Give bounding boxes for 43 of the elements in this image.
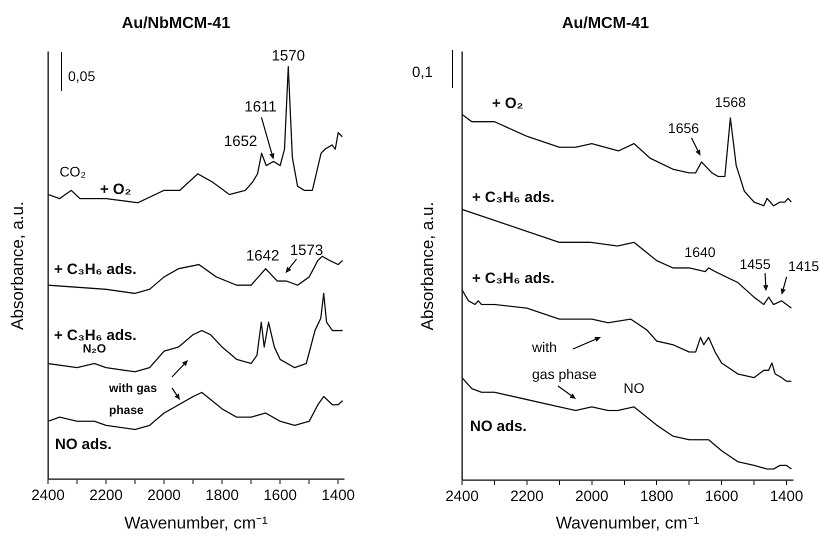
annotation: 1455 — [739, 256, 771, 272]
x-tick-label: 1800 — [640, 488, 674, 506]
annotation: 1652 — [224, 133, 258, 150]
x-tick-label: 2000 — [575, 488, 608, 506]
annotation: CO₂ — [59, 163, 86, 180]
x-tick-label: 1600 — [263, 487, 297, 504]
annotation: 1640 — [684, 244, 716, 260]
series-label: + O₂ — [100, 181, 132, 198]
y-axis-title: Absorbance, a.u. — [418, 202, 437, 330]
x-tick-label: 1600 — [704, 488, 738, 506]
annotation: 0,05 — [68, 68, 96, 84]
annotation: 1570 — [272, 48, 305, 65]
annotation: N₂O — [82, 342, 106, 356]
series-label: + C₃H₆ ads. — [54, 261, 137, 278]
x-tick-label: 2400 — [445, 488, 479, 506]
text: 0,1 — [412, 64, 433, 81]
x-tick-label: 1400 — [322, 487, 355, 504]
series-label: + O₂ — [492, 95, 524, 112]
x-tick-label: 1800 — [205, 487, 239, 504]
annotation: 1415 — [788, 258, 820, 274]
series-label: + C₃H₆ ads. — [472, 270, 555, 287]
x-tick-label: 2200 — [89, 487, 123, 504]
series-label: NO ads. — [470, 418, 527, 435]
series-label: + C₃H₆ ads. — [54, 327, 137, 344]
x-axis-title: Wavenumber, cm⁻¹ — [556, 513, 700, 532]
series-label: + C₃H₆ ads. — [472, 189, 555, 206]
y-axis-title: Absorbance, a.u. — [8, 201, 27, 330]
chart-title: Au/NbMCM-41 — [122, 15, 230, 32]
annotation: NO — [623, 380, 645, 396]
annotation: with gas phase — [108, 381, 158, 417]
annotation: 1656 — [668, 120, 700, 136]
annotation: 1573 — [290, 242, 324, 260]
annotation: 1568 — [714, 94, 746, 110]
x-tick-label: 2400 — [31, 487, 65, 504]
annotation: 1642 — [246, 248, 280, 265]
x-axis-title: Wavenumber, cm⁻¹ — [124, 513, 268, 532]
x-tick-label: 1400 — [770, 488, 804, 506]
series-label: NO ads. — [55, 436, 112, 453]
x-tick-label: 2000 — [147, 487, 181, 504]
annotation: with gas phase — [531, 339, 597, 382]
annotation: 1611 — [244, 98, 277, 116]
chart-title: Au/MCM-41 — [562, 15, 650, 32]
x-tick-label: 2200 — [510, 488, 544, 506]
